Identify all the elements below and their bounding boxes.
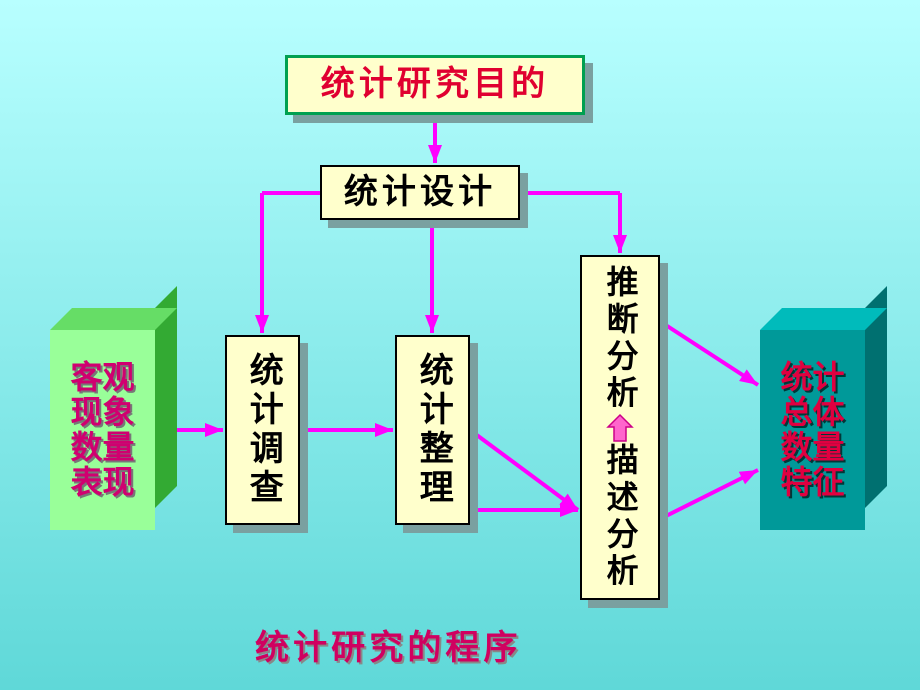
box-design-label: 统计设计 xyxy=(344,174,496,211)
box-left3d-line: 客观 xyxy=(70,360,134,395)
box-analysis-label-top: 推断分析 xyxy=(602,265,637,412)
box-left3d-line: 现象 xyxy=(70,395,134,430)
box-right3d-line: 数量 xyxy=(780,430,844,465)
box-survey-label: 统计调查 xyxy=(244,352,281,508)
box-right3d-line: 特征 xyxy=(780,465,844,500)
up-arrow-icon xyxy=(606,413,634,443)
box-title-label: 统计研究目的 xyxy=(321,66,549,103)
diagram-caption: 统计研究的程序统计研究的程序 xyxy=(255,620,522,669)
box-left3d-line: 表现 xyxy=(70,465,134,500)
box-right3d: 统计总体数量特征 xyxy=(760,330,865,530)
box-right3d-line: 总体 xyxy=(780,395,844,430)
diagram-stage: 统计研究目的统计设计统计调查统计整理推断分析描述分析客观现象数量表现统计总体数量… xyxy=(0,0,920,690)
box-analysis: 推断分析描述分析 xyxy=(580,255,660,600)
box-left3d: 客观现象数量表现 xyxy=(50,330,155,530)
box-analysis-label-bottom: 描述分析 xyxy=(602,443,637,590)
box-title: 统计研究目的 xyxy=(285,55,585,115)
box-left3d-line: 数量 xyxy=(70,430,134,465)
box-design: 统计设计 xyxy=(320,165,520,220)
box-organize: 统计整理 xyxy=(395,335,470,525)
box-right3d-line: 统计 xyxy=(780,360,844,395)
box-organize-label: 统计整理 xyxy=(414,352,451,508)
box-survey: 统计调查 xyxy=(225,335,300,525)
